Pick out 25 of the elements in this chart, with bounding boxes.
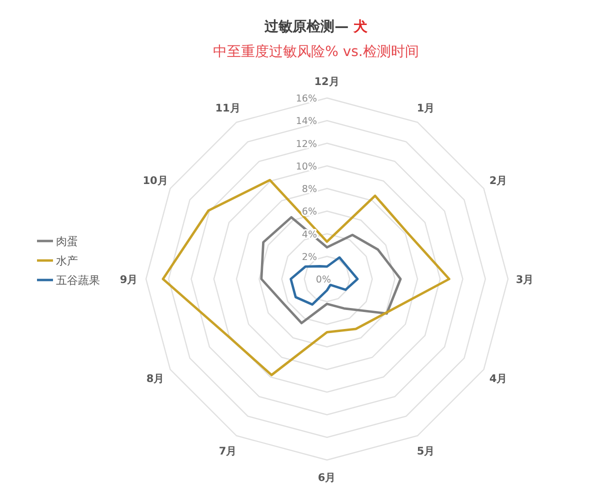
y-tick-label: 10% <box>296 161 317 172</box>
spoke-label: 1月 <box>416 102 436 115</box>
chart-title: 过敏原检测— 犬 <box>264 19 368 35</box>
y-tick-label: 12% <box>296 138 317 150</box>
spoke-label: 10月 <box>142 175 168 187</box>
spoke-label: 2月 <box>489 175 508 187</box>
y-tick-label: 14% <box>296 116 317 128</box>
spoke-label: 11月 <box>215 102 241 115</box>
y-tick-label: 2% <box>302 252 317 263</box>
spoke-label: 12月 <box>314 76 340 88</box>
spoke-label: 9月 <box>120 274 138 286</box>
spoke-label: 3月 <box>516 274 534 286</box>
spoke-label: 7月 <box>218 445 238 458</box>
y-tick-label: 6% <box>302 206 317 218</box>
legend-label: 肉蛋 <box>56 235 78 248</box>
spoke-label: 5月 <box>416 445 436 458</box>
legend-label: 五谷蔬果 <box>56 274 100 287</box>
y-tick-label: 0% <box>316 274 331 286</box>
legend-label: 水产 <box>56 254 78 268</box>
spoke-label: 4月 <box>489 373 508 385</box>
spoke-label: 8月 <box>146 373 165 385</box>
spoke-label: 6月 <box>318 472 336 484</box>
chart-subtitle: 中至重度过敏风险% vs.检测时间 <box>213 44 419 60</box>
y-tick-label: 16% <box>296 94 317 104</box>
y-tick-label: 8% <box>302 184 317 195</box>
